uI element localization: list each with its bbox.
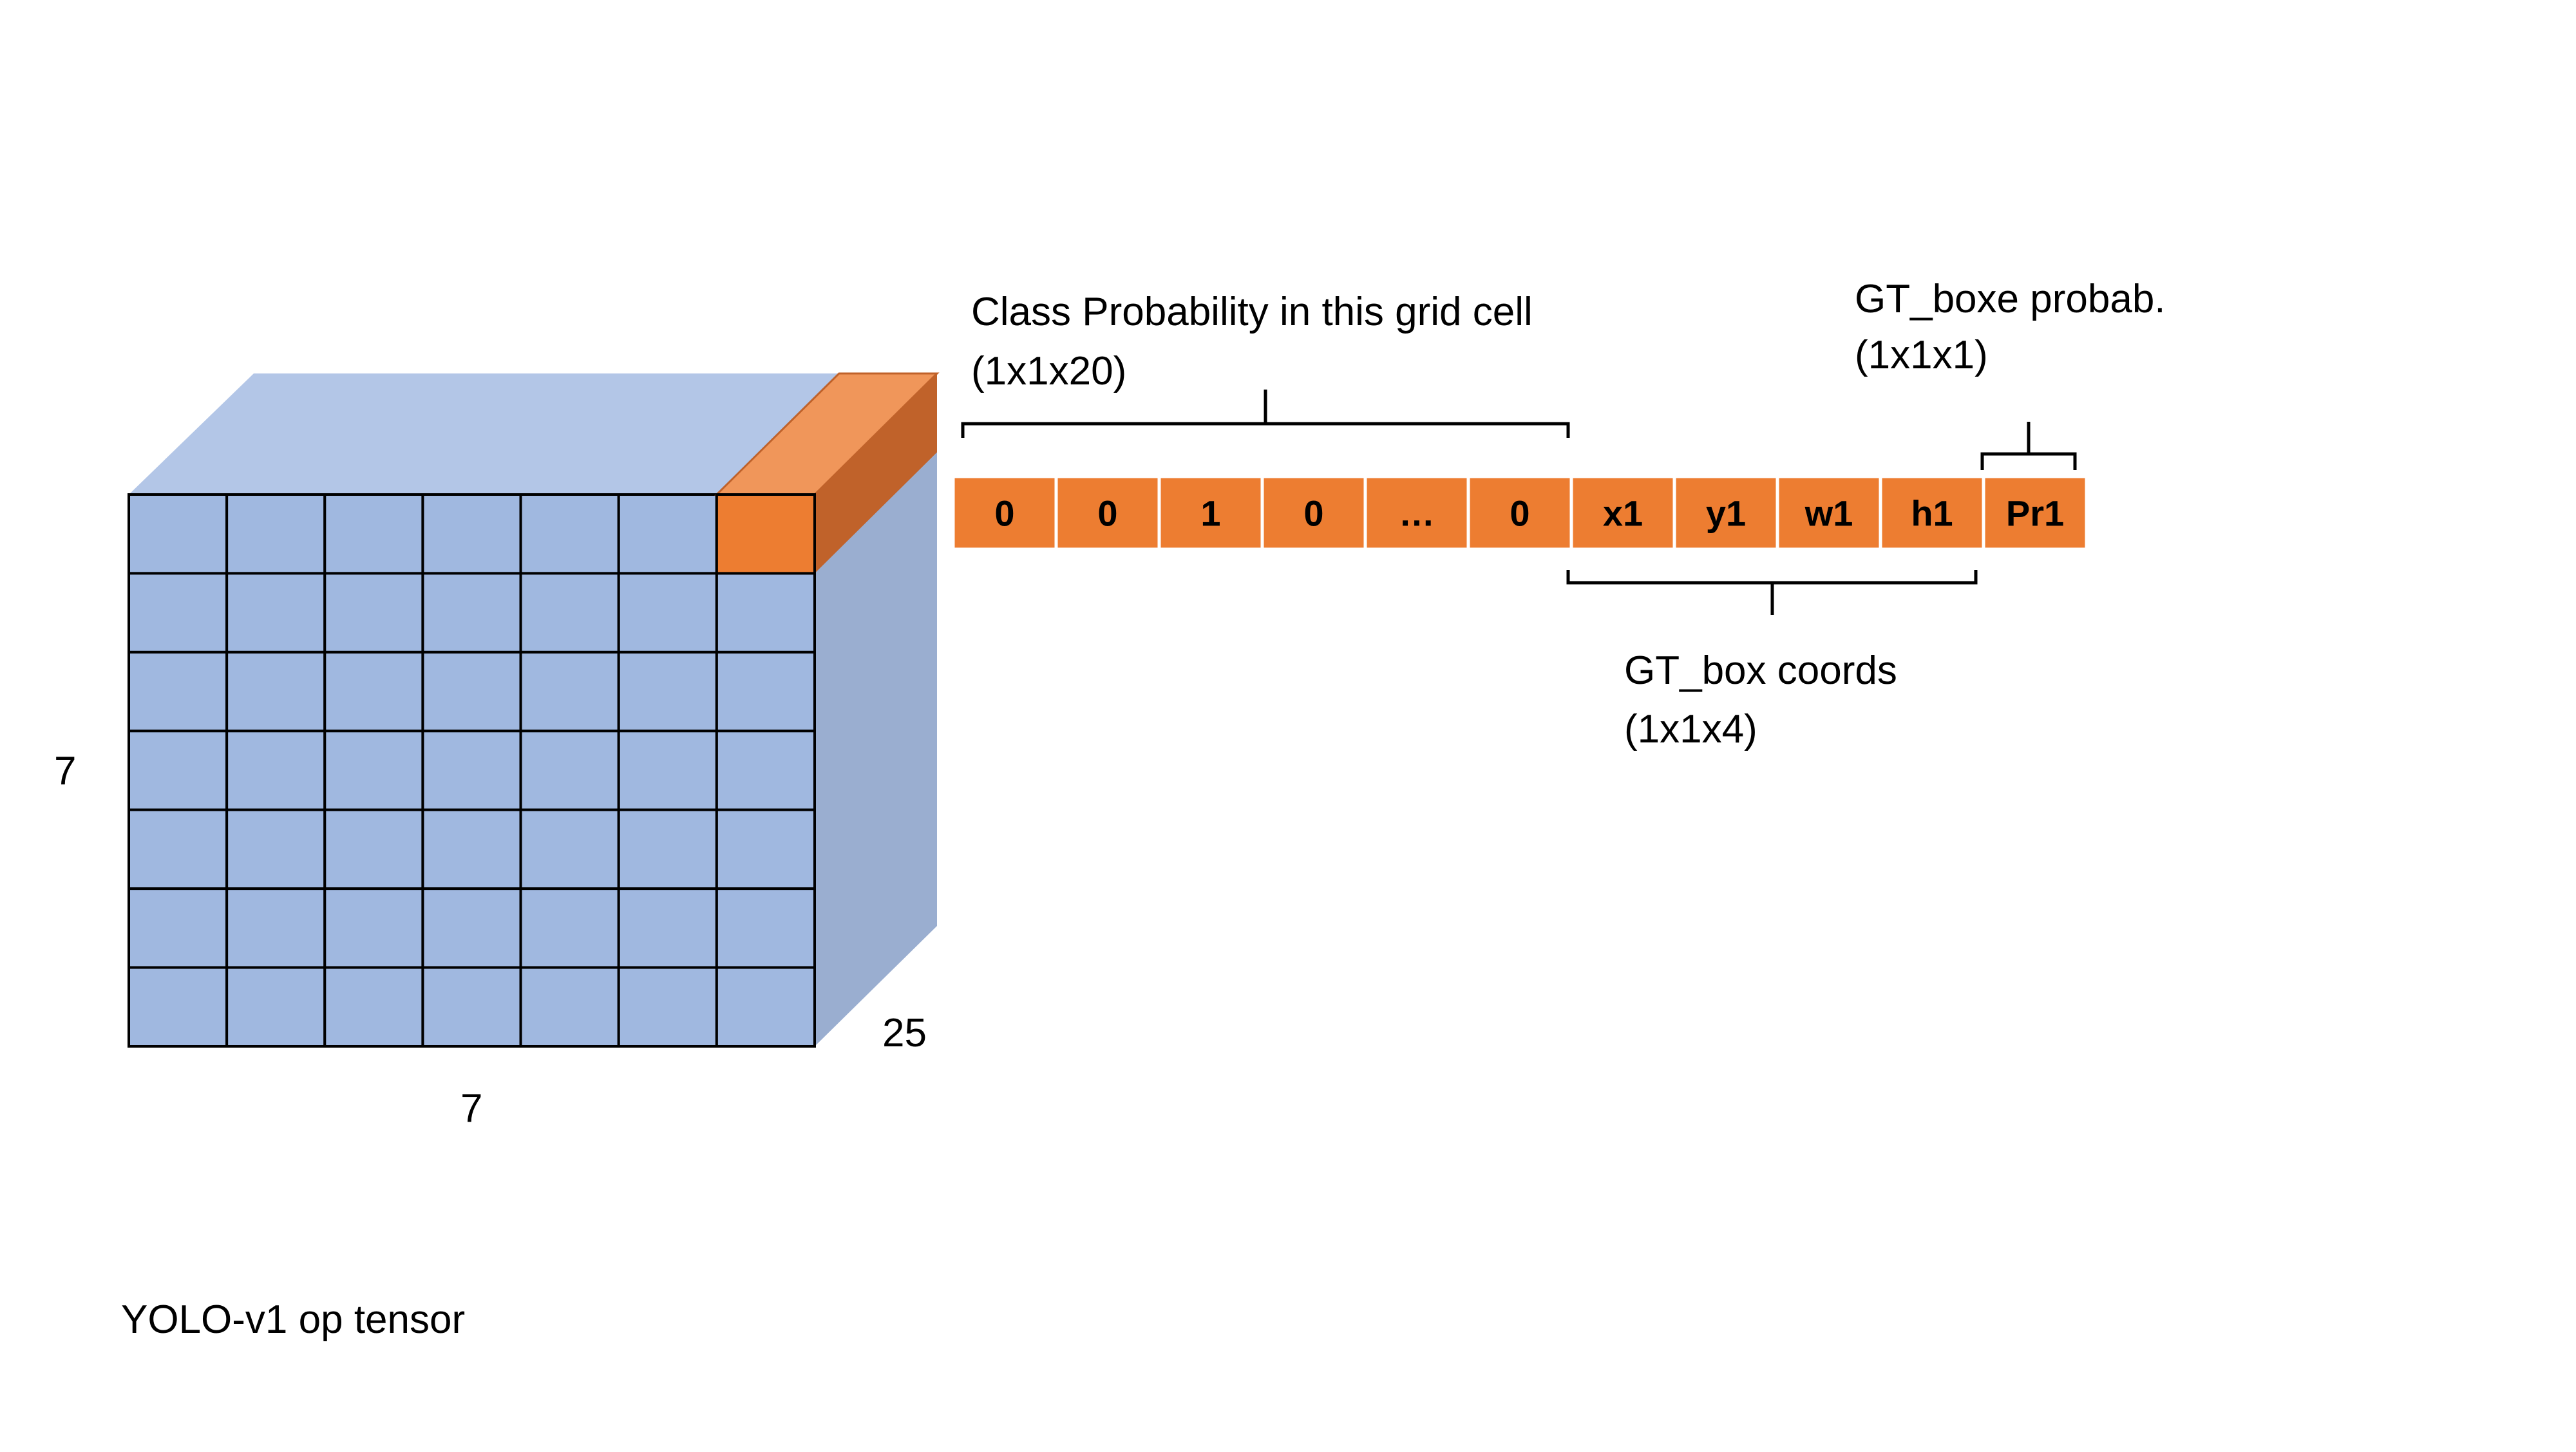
grid-cell (225, 650, 327, 733)
grid-cell (128, 493, 229, 575)
grid-cell (715, 730, 817, 811)
grid-cell (617, 572, 718, 654)
vector-cell (1054, 475, 1161, 551)
grid-cell (323, 966, 424, 1048)
grid-cell (617, 730, 718, 811)
gt-coords-brace (1566, 570, 1978, 615)
class-prob-size: (1x1x20) (971, 349, 1127, 393)
width-label: 7 (460, 1086, 483, 1131)
vector-cell-label: 0 (1510, 493, 1530, 534)
braces (961, 390, 2077, 615)
tensor-caption: YOLO-v1 op tensor (121, 1297, 466, 1342)
output-vector: 0 0 1 0 … 0 x1 y1 w1 h1 Pr1 (951, 475, 2088, 551)
grid-cell (128, 730, 229, 811)
grid-cell (421, 650, 522, 733)
grid-cell (421, 572, 522, 654)
grid-cell (421, 730, 522, 811)
grid-cell (519, 493, 620, 575)
grid-cell (225, 493, 327, 575)
grid-cell (715, 650, 817, 733)
vector-cell-label: 1 (1200, 493, 1220, 534)
grid-cell (128, 887, 229, 969)
grid-cell (617, 887, 718, 969)
grid-cell (323, 650, 424, 733)
grid-cell (715, 966, 817, 1048)
grid-cell (323, 493, 424, 575)
vector-cell (1260, 475, 1367, 551)
grid-cell (323, 572, 424, 654)
tensor-grid (128, 493, 817, 1048)
grid-cell (617, 650, 718, 733)
cube-top-face (129, 373, 937, 495)
grid-cell (128, 808, 229, 891)
grid-cell (715, 808, 817, 891)
vector-cell-label: w1 (1804, 493, 1853, 534)
grid-cell (715, 572, 817, 654)
depth-label: 25 (882, 1011, 927, 1055)
vector-cell (1879, 475, 1985, 551)
vector-cell-label: … (1399, 493, 1435, 534)
grid-cell (323, 808, 424, 891)
gt-prob-title: GT_boxe probab. (1855, 277, 2166, 321)
highlighted-grid-cell-column (714, 372, 940, 575)
grid-cell (715, 887, 817, 969)
vector-cell-label: h1 (1911, 493, 1953, 534)
vector-cell-label: 0 (1097, 493, 1117, 534)
grid-cell (323, 730, 424, 811)
tensor-cube (128, 372, 940, 1048)
highlighted-cell-side (815, 373, 937, 574)
grid-cell (519, 572, 620, 654)
grid-cell (519, 887, 620, 969)
height-label: 7 (54, 749, 77, 793)
grid-cell (128, 650, 229, 733)
gt-coords-title: GT_box coords (1624, 648, 1897, 693)
vector-cell (1466, 475, 1573, 551)
grid-cell (225, 808, 327, 891)
vector-cell-label: 0 (994, 493, 1014, 534)
vector-cell (1982, 475, 2088, 551)
class-prob-brace (961, 390, 1570, 438)
grid-cell (617, 808, 718, 891)
vector-cell-label: x1 (1603, 493, 1643, 534)
grid-cell (519, 730, 620, 811)
grid-cell (617, 966, 718, 1048)
grid-cell (421, 493, 522, 575)
gt-prob-size: (1x1x1) (1855, 333, 1988, 377)
grid-cell (225, 572, 327, 654)
grid-cell (617, 493, 718, 575)
grid-cell (519, 966, 620, 1048)
grid-cell (225, 887, 327, 969)
grid-cell (225, 966, 327, 1048)
gt-coords-size: (1x1x4) (1624, 707, 1757, 751)
grid-cell (128, 966, 229, 1048)
vector-cell-label: Pr1 (2006, 493, 2064, 534)
highlighted-cell-front (715, 493, 817, 575)
gt-prob-brace (1980, 422, 2077, 470)
grid-cell (323, 887, 424, 969)
vector-cell-label: 0 (1303, 493, 1323, 534)
vector-cell (1672, 475, 1779, 551)
grid-cell (519, 650, 620, 733)
grid-cell (519, 808, 620, 891)
vector-cell-label: y1 (1706, 493, 1746, 534)
grid-cell (421, 808, 522, 891)
grid-cell (225, 730, 327, 811)
class-prob-title: Class Probability in this grid cell (971, 290, 1533, 334)
grid-cell (128, 572, 229, 654)
grid-cell (421, 887, 522, 969)
grid-cell (421, 966, 522, 1048)
